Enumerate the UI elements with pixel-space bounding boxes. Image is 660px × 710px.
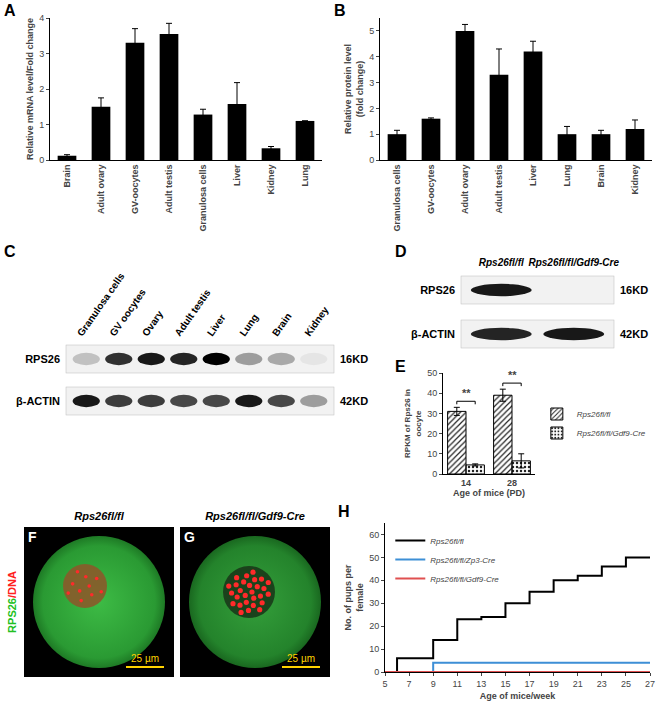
svg-text:Adult ovary: Adult ovary [460, 165, 470, 215]
svg-text:Granulosa cells: Granulosa cells [198, 165, 208, 232]
svg-text:3: 3 [39, 49, 44, 59]
svg-text:Lung: Lung [562, 165, 572, 187]
svg-text:Age of mice (PD): Age of mice (PD) [453, 488, 525, 498]
svg-text:GV oocytes: GV oocytes [107, 286, 148, 339]
svg-text:Lung: Lung [237, 312, 260, 338]
svg-text:Liver: Liver [205, 312, 228, 338]
svg-text:Liver: Liver [232, 164, 242, 186]
svg-text:GV-oocytes: GV-oocytes [130, 165, 140, 215]
svg-text:Rps26fl/fl/Gdf9-Cre: Rps26fl/fl/Gdf9-Cre [528, 257, 619, 268]
svg-text:0: 0 [374, 667, 379, 677]
svg-text:23: 23 [597, 679, 607, 689]
svg-text:Rps26fl/fl: Rps26fl/fl [479, 257, 524, 268]
svg-text:14: 14 [461, 478, 471, 488]
svg-text:No. of pups perfemale: No. of pups perfemale [343, 564, 365, 630]
svg-text:3: 3 [369, 78, 374, 88]
svg-text:25 µm: 25 µm [131, 653, 159, 664]
svg-text:Rps26fl/fl: Rps26fl/fl [430, 537, 464, 546]
svg-text:28: 28 [507, 478, 517, 488]
svg-text:Rps26fl/fl/Gdf9-Cre: Rps26fl/fl/Gdf9-Cre [577, 429, 646, 438]
svg-text:25: 25 [621, 679, 631, 689]
svg-text:1: 1 [369, 129, 374, 139]
svg-text:Adult testis: Adult testis [172, 287, 213, 339]
svg-text:7: 7 [407, 679, 412, 689]
svg-text:RPS26: RPS26 [420, 284, 455, 296]
svg-text:GV-oocytes: GV-oocytes [426, 165, 436, 215]
svg-text:β-ACTIN: β-ACTIN [411, 328, 455, 340]
svg-text:Rps26fl/fl/Zp3-Cre: Rps26fl/fl/Zp3-Cre [430, 556, 495, 565]
svg-text:β-ACTIN: β-ACTIN [16, 395, 60, 407]
svg-text:Liver: Liver [528, 164, 538, 186]
svg-text:Rps26fl/fl: Rps26fl/fl [577, 410, 611, 419]
svg-text:RPS26/DNA: RPS26/DNA [6, 571, 18, 633]
svg-text:4: 4 [369, 52, 374, 62]
html-text:E: E [395, 358, 406, 375]
svg-text:Kidney: Kidney [630, 165, 640, 195]
svg-text:30: 30 [369, 598, 379, 608]
svg-text:16KD: 16KD [340, 353, 368, 365]
svg-text:5: 5 [382, 679, 387, 689]
svg-text:19: 19 [549, 679, 559, 689]
svg-text:Ovary: Ovary [140, 308, 166, 338]
svg-text:30: 30 [427, 409, 437, 419]
svg-text:25 µm: 25 µm [287, 653, 315, 664]
svg-text:9: 9 [431, 679, 436, 689]
svg-text:4: 4 [39, 13, 44, 23]
svg-text:27: 27 [645, 679, 655, 689]
svg-text:Brain: Brain [596, 165, 606, 188]
svg-text:13: 13 [476, 679, 486, 689]
svg-text:Rps26fl/fl: Rps26fl/fl [74, 510, 124, 522]
html-text:B: B [334, 2, 346, 19]
svg-text:21: 21 [573, 679, 583, 689]
svg-text:RPKM of Rps26 inoocyte: RPKM of Rps26 inoocyte [403, 389, 422, 458]
svg-text:Rps26fl/fl/Gdf9-Cre: Rps26fl/fl/Gdf9-Cre [205, 510, 305, 522]
svg-text:0: 0 [39, 155, 44, 165]
svg-text:Granulosa cells: Granulosa cells [74, 270, 127, 339]
svg-text:Adult testis: Adult testis [164, 165, 174, 214]
svg-text:0: 0 [369, 155, 374, 165]
svg-text:Age of mice/week: Age of mice/week [480, 691, 557, 701]
svg-text:11: 11 [453, 679, 462, 689]
html-text:D: D [395, 243, 407, 260]
svg-text:**: ** [462, 387, 471, 399]
html-text:A: A [4, 2, 16, 19]
html-text:H: H [338, 503, 350, 520]
svg-text:17: 17 [525, 679, 535, 689]
svg-text:Kidney: Kidney [266, 165, 276, 195]
svg-text:Brain: Brain [62, 165, 72, 188]
svg-text:Granulosa cells: Granulosa cells [392, 165, 402, 232]
svg-text:Relative mRNA level/Fold chang: Relative mRNA level/Fold change [25, 18, 35, 160]
svg-text:2: 2 [369, 104, 374, 114]
svg-text:20: 20 [369, 621, 379, 631]
svg-text:20: 20 [427, 429, 437, 439]
svg-text:60: 60 [369, 530, 379, 540]
svg-text:15: 15 [500, 679, 510, 689]
svg-text:42KD: 42KD [620, 328, 648, 340]
svg-text:Adult ovary: Adult ovary [96, 165, 106, 215]
svg-text:Brain: Brain [270, 311, 294, 338]
svg-text:RPS26: RPS26 [25, 353, 60, 365]
svg-text:1: 1 [39, 120, 44, 130]
svg-text:5: 5 [369, 26, 374, 36]
svg-text:42KD: 42KD [340, 395, 368, 407]
html-text:C: C [4, 243, 16, 260]
svg-text:10: 10 [369, 644, 379, 654]
svg-text:G: G [184, 529, 195, 545]
svg-text:Rps26fl/fl/Gdf9-Cre: Rps26fl/fl/Gdf9-Cre [430, 575, 499, 584]
svg-text:Lung: Lung [300, 165, 310, 187]
svg-text:40: 40 [427, 388, 437, 398]
svg-text:16KD: 16KD [620, 284, 648, 296]
svg-text:50: 50 [427, 368, 437, 378]
svg-text:0: 0 [432, 469, 437, 479]
svg-text:40: 40 [369, 575, 379, 585]
svg-text:F: F [28, 529, 37, 545]
svg-text:50: 50 [369, 553, 379, 563]
svg-text:Kidney: Kidney [302, 304, 330, 338]
svg-text:2: 2 [39, 84, 44, 94]
svg-text:Relative protein level(fold ch: Relative protein level(fold change) [343, 44, 365, 134]
svg-text:Adult testis: Adult testis [494, 165, 504, 214]
svg-text:10: 10 [427, 449, 437, 459]
svg-text:**: ** [508, 369, 517, 381]
